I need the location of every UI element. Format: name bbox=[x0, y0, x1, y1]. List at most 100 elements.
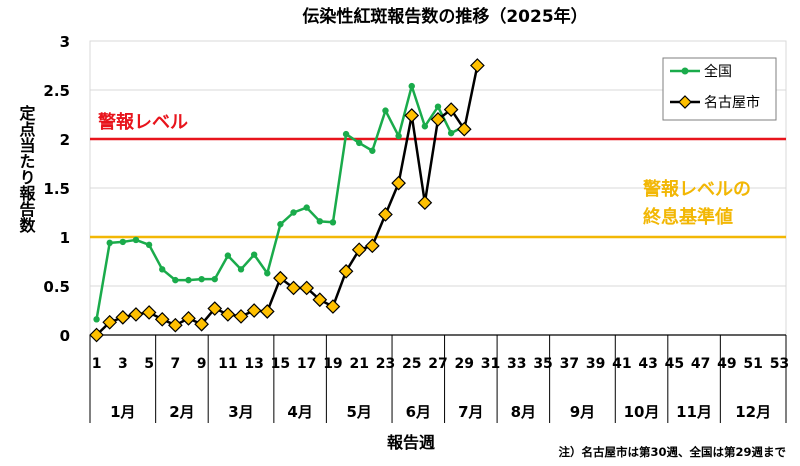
data-point-nagoya bbox=[154, 311, 170, 327]
y-tick-label: 0 bbox=[60, 327, 70, 345]
footnote: 注）名古屋市は第30週、全国は第29週まで bbox=[558, 445, 786, 459]
data-point-national bbox=[290, 209, 297, 216]
data-point-national bbox=[369, 147, 376, 154]
end-criterion-label-line2: 終息基準値 bbox=[643, 206, 733, 228]
x-tick-label: 1 bbox=[92, 356, 102, 372]
month-label: 2月 bbox=[169, 403, 194, 421]
x-tick-label: 37 bbox=[560, 356, 579, 372]
month-label: 5月 bbox=[346, 403, 371, 421]
x-tick-label: 43 bbox=[638, 356, 657, 372]
data-point-nagoya bbox=[404, 108, 420, 123]
data-point-nagoya bbox=[312, 292, 328, 308]
x-tick-label: 7 bbox=[170, 356, 180, 372]
data-point-nagoya bbox=[338, 263, 354, 279]
data-point-nagoya bbox=[115, 310, 131, 325]
data-point-national bbox=[119, 238, 127, 246]
data-point-nagoya bbox=[181, 310, 196, 326]
x-tick-label: 33 bbox=[507, 356, 526, 372]
y-tick-label: 1 bbox=[60, 229, 70, 247]
data-point-nagoya bbox=[207, 301, 223, 316]
data-point-national bbox=[382, 107, 389, 114]
x-tick-label: 27 bbox=[428, 356, 447, 372]
data-point-nagoya bbox=[141, 305, 157, 320]
x-tick-label: 5 bbox=[144, 356, 154, 372]
x-axis-title: 報告週 bbox=[387, 433, 435, 452]
x-tick-label: 9 bbox=[197, 356, 207, 372]
data-point-national bbox=[264, 270, 271, 277]
data-point-nagoya bbox=[273, 270, 288, 286]
x-tick-label: 31 bbox=[481, 356, 500, 372]
y-tick-label: 3 bbox=[60, 33, 70, 51]
month-label: 12月 bbox=[735, 403, 771, 421]
data-point-national bbox=[250, 251, 258, 258]
legend-box bbox=[662, 57, 777, 121]
x-tick-label: 19 bbox=[323, 356, 342, 372]
month-label: 4月 bbox=[287, 403, 312, 421]
plot-area: 00.511.522.531 3 5 7 9 11 13 15 17 19 21 23 25 27 29 31… bbox=[43, 33, 789, 423]
data-point-national bbox=[395, 132, 402, 140]
data-point-national bbox=[316, 218, 324, 225]
legend-label-nagoya: 名古屋市 bbox=[704, 94, 760, 111]
data-point-nagoya bbox=[102, 314, 118, 330]
data-point-nagoya bbox=[351, 242, 367, 258]
data-point-nagoya bbox=[417, 195, 433, 211]
data-point-national bbox=[185, 276, 192, 284]
x-tick-label: 11 bbox=[218, 356, 237, 372]
data-point-nagoya bbox=[456, 121, 472, 137]
data-point-nagoya bbox=[194, 316, 209, 332]
x-tick-label: 23 bbox=[376, 356, 395, 372]
y-tick-label: 1.5 bbox=[43, 180, 70, 198]
data-point-national bbox=[145, 241, 153, 249]
x-tick-label: 21 bbox=[349, 356, 368, 372]
data-point-national bbox=[434, 103, 442, 110]
y-tick-label: 2 bbox=[60, 131, 70, 149]
x-tick-label: 29 bbox=[455, 356, 474, 372]
alarm-level-label-text: 警報レベル bbox=[98, 111, 188, 133]
alarm-level-label: 警報レベル bbox=[98, 111, 188, 133]
legend-marker-national bbox=[681, 67, 689, 75]
month-label: 6月 bbox=[406, 403, 431, 421]
x-tick-label: 51 bbox=[743, 356, 762, 372]
x-tick-label: 3 bbox=[118, 356, 128, 372]
month-label: 10月 bbox=[624, 403, 660, 421]
month-label: 1月 bbox=[110, 403, 135, 421]
data-point-national bbox=[106, 239, 113, 247]
x-tick-label: 47 bbox=[691, 356, 710, 372]
data-point-nagoya bbox=[325, 299, 341, 314]
data-point-national bbox=[329, 219, 337, 226]
x-tick-label: 45 bbox=[665, 356, 684, 372]
data-point-national bbox=[303, 204, 310, 211]
month-label: 7月 bbox=[458, 403, 483, 421]
data-point-nagoya bbox=[299, 280, 315, 296]
month-label: 8月 bbox=[511, 403, 536, 421]
legend: 全国 名古屋市 bbox=[662, 57, 777, 121]
x-tick-label: 15 bbox=[271, 356, 290, 372]
legend-label-national: 全国 bbox=[704, 63, 732, 80]
y-axis-title: 定点当たり報告数 bbox=[17, 104, 37, 234]
data-point-national bbox=[237, 266, 245, 273]
x-tick-label: 49 bbox=[717, 356, 736, 372]
month-label: 3月 bbox=[228, 403, 253, 421]
data-point-nagoya bbox=[378, 207, 393, 222]
x-tick-label: 25 bbox=[402, 356, 421, 372]
month-label: 11月 bbox=[676, 403, 712, 421]
data-point-national bbox=[408, 82, 415, 90]
data-point-nagoya bbox=[364, 238, 380, 254]
data-point-national bbox=[342, 130, 350, 138]
data-point-national bbox=[132, 236, 140, 244]
data-point-nagoya bbox=[220, 307, 236, 322]
data-point-nagoya bbox=[391, 175, 406, 191]
data-point-national bbox=[211, 275, 218, 283]
y-tick-label: 0.5 bbox=[43, 278, 70, 296]
data-point-national bbox=[159, 266, 166, 273]
data-point-nagoya bbox=[233, 309, 249, 324]
month-label: 9月 bbox=[570, 403, 595, 421]
data-point-nagoya bbox=[89, 327, 104, 343]
data-point-national bbox=[277, 221, 284, 228]
data-point-nagoya bbox=[168, 317, 183, 333]
end-criterion-label-line1: 警報レベルの bbox=[643, 178, 751, 200]
data-point-national bbox=[421, 123, 429, 130]
data-point-national bbox=[93, 316, 100, 323]
data-point-nagoya bbox=[430, 112, 446, 127]
